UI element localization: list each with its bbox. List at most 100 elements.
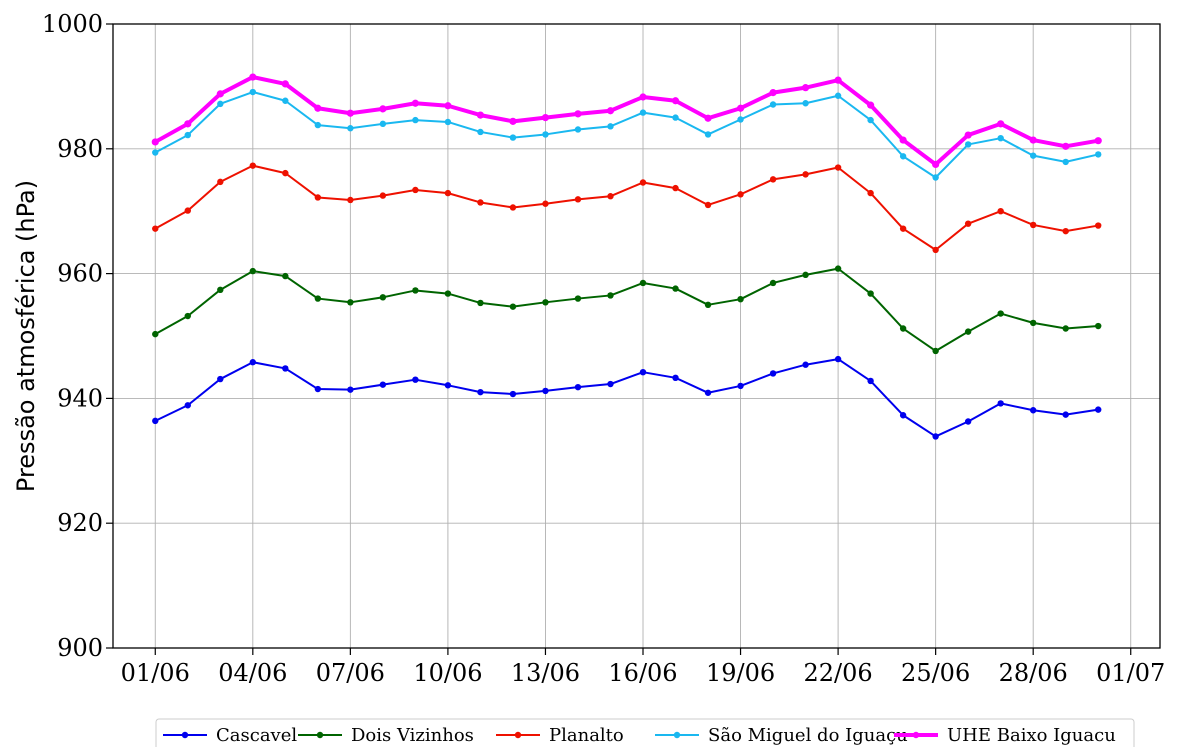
data-point bbox=[867, 116, 874, 124]
series-uhe-baixo-iguacu bbox=[151, 73, 1102, 168]
legend-entry: Cascavel bbox=[163, 725, 297, 746]
data-point bbox=[639, 109, 647, 116]
data-point bbox=[867, 101, 875, 109]
data-point bbox=[932, 174, 939, 181]
data-point bbox=[607, 123, 614, 130]
data-point bbox=[347, 299, 354, 306]
data-point bbox=[444, 118, 452, 126]
data-point bbox=[769, 89, 777, 97]
data-point bbox=[834, 76, 842, 84]
data-point bbox=[314, 194, 322, 201]
axes: 900 920 940 960 980 1000 01/06 04/06 07/06 10/06 1… bbox=[42, 10, 1165, 687]
data-point bbox=[411, 99, 419, 107]
data-point bbox=[379, 105, 387, 113]
data-point bbox=[477, 299, 484, 307]
data-point bbox=[412, 376, 419, 383]
data-point bbox=[997, 134, 1004, 142]
data-point bbox=[542, 387, 549, 395]
legend-entry: UHE Baixo Iguacu bbox=[894, 725, 1116, 746]
data-point bbox=[1062, 142, 1070, 150]
data-point bbox=[152, 149, 159, 156]
data-point bbox=[802, 271, 809, 279]
data-point bbox=[249, 267, 257, 275]
data-point bbox=[314, 121, 322, 129]
y-tick-label: 920 bbox=[57, 509, 103, 537]
legend-entry: Planalto bbox=[496, 725, 624, 746]
data-point bbox=[899, 412, 907, 419]
data-point bbox=[932, 347, 939, 355]
data-point bbox=[737, 295, 744, 303]
data-point bbox=[249, 73, 257, 81]
data-point bbox=[542, 299, 549, 306]
data-point bbox=[282, 97, 289, 104]
data-point bbox=[249, 359, 257, 366]
data-point bbox=[867, 290, 874, 297]
data-point bbox=[509, 303, 517, 310]
data-point bbox=[964, 328, 972, 335]
data-point bbox=[509, 390, 517, 398]
data-point bbox=[932, 433, 939, 440]
data-point bbox=[1095, 406, 1102, 413]
data-point bbox=[444, 382, 452, 389]
data-point bbox=[152, 330, 159, 338]
grid bbox=[113, 23, 1160, 649]
data-point bbox=[1029, 221, 1037, 229]
data-point bbox=[184, 120, 192, 128]
data-point bbox=[217, 178, 224, 186]
data-point bbox=[1094, 137, 1102, 145]
series-s-o-miguel-do-igua-u bbox=[152, 88, 1102, 181]
data-point bbox=[606, 107, 615, 115]
data-point bbox=[574, 110, 582, 118]
data-point bbox=[542, 131, 549, 138]
x-tick-label: 19/06 bbox=[706, 659, 775, 687]
y-tick-label: 980 bbox=[57, 135, 103, 163]
data-point bbox=[834, 164, 842, 171]
series-line bbox=[154, 75, 1099, 167]
series-planalto bbox=[152, 162, 1102, 254]
data-point bbox=[574, 126, 582, 133]
data-point bbox=[509, 204, 517, 211]
x-tick-label: 07/06 bbox=[316, 659, 385, 687]
data-point bbox=[314, 385, 322, 393]
data-point bbox=[346, 109, 354, 117]
data-point bbox=[932, 246, 939, 254]
data-point bbox=[282, 365, 289, 372]
x-tick-label: 22/06 bbox=[804, 659, 873, 687]
data-point bbox=[152, 417, 159, 425]
legend-entry: São Miguel do Iguaçu bbox=[655, 725, 908, 746]
data-point bbox=[737, 191, 744, 198]
data-point bbox=[672, 285, 679, 292]
data-point bbox=[509, 134, 517, 141]
data-point bbox=[152, 225, 159, 232]
data-point bbox=[737, 382, 744, 390]
data-point bbox=[769, 176, 777, 183]
x-tick-label: 16/06 bbox=[608, 659, 677, 687]
series-line bbox=[154, 91, 1099, 179]
data-point bbox=[314, 104, 322, 112]
data-point bbox=[997, 120, 1005, 128]
legend-label: São Miguel do Iguaçu bbox=[708, 725, 908, 746]
series-dois-vizinhos bbox=[152, 265, 1102, 355]
data-point bbox=[607, 380, 614, 388]
data-point bbox=[184, 402, 191, 409]
data-point bbox=[217, 375, 224, 383]
y-axis-label: Pressão atmosférica (hPa) bbox=[12, 180, 40, 492]
series-line bbox=[154, 267, 1099, 352]
data-point bbox=[249, 88, 257, 96]
legend-marker bbox=[912, 731, 920, 739]
data-point bbox=[899, 153, 907, 160]
data-point bbox=[1029, 152, 1037, 159]
data-point bbox=[151, 138, 159, 146]
data-point bbox=[1062, 158, 1069, 166]
data-point bbox=[217, 100, 224, 108]
x-tick-label: 25/06 bbox=[901, 659, 970, 687]
data-point bbox=[964, 131, 972, 139]
data-point bbox=[574, 383, 582, 391]
data-point bbox=[477, 128, 484, 136]
data-point bbox=[867, 189, 874, 197]
data-point bbox=[444, 102, 452, 110]
data-point bbox=[639, 368, 647, 376]
data-point bbox=[932, 160, 940, 168]
data-point bbox=[737, 116, 744, 123]
